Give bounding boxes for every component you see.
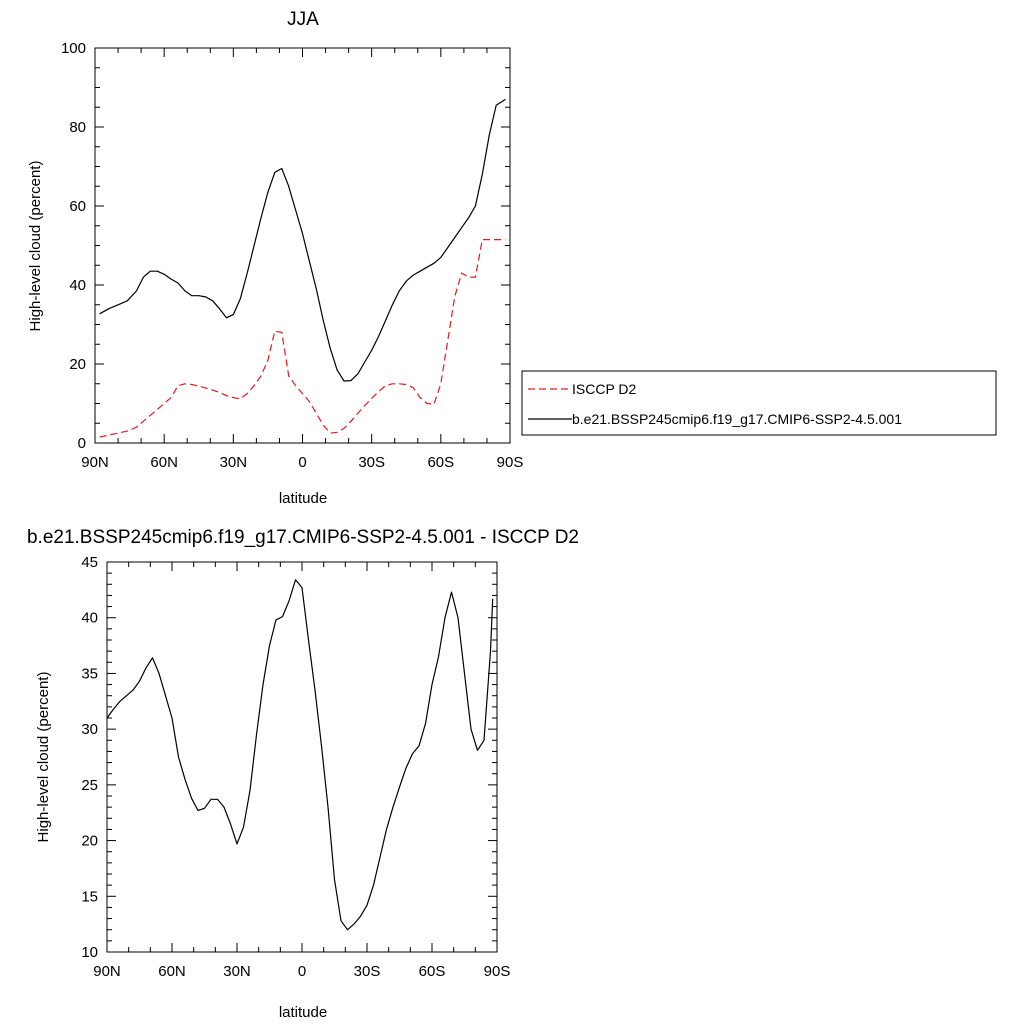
x-tick-label: 90N: [93, 963, 121, 980]
x-tick-label: 0: [298, 454, 306, 471]
y-tick-label: 40: [81, 610, 98, 627]
y-tick-label: 40: [69, 277, 86, 294]
x-tick-label: 90S: [497, 454, 524, 471]
bottom-plot-frame: [106, 561, 498, 953]
top-chart-title: JJA: [287, 9, 319, 30]
y-tick-label: 100: [61, 40, 86, 57]
x-tick-label: 60N: [158, 963, 186, 980]
bottom-series-group: [106, 579, 494, 931]
x-tick-label: 90N: [81, 454, 109, 471]
x-tick-label: 60S: [427, 454, 454, 471]
top-y-axis-label: High-level cloud (percent): [27, 161, 44, 332]
series-line-difference: [106, 579, 494, 931]
bottom-y-axis: 10 15 20 25 30 35 40 45: [81, 554, 497, 961]
y-tick-label: 0: [78, 435, 86, 452]
x-tick-label: 60N: [150, 454, 178, 471]
bottom-x-axis: 90N 60N 30N 0 30S 60S 90S: [93, 562, 510, 980]
top-series-group: [99, 98, 506, 438]
x-tick-label: 0: [298, 963, 306, 980]
legend-label-isccp-d2: ISCCP D2: [572, 381, 637, 397]
y-tick-label: 20: [81, 833, 98, 850]
x-tick-label: 90S: [484, 963, 511, 980]
series-line-model: [99, 98, 506, 382]
y-tick-label: 15: [81, 888, 98, 905]
top-x-axis-label: latitude: [279, 490, 327, 507]
y-tick-label: 35: [81, 665, 98, 682]
x-tick-label: 30S: [358, 454, 385, 471]
top-x-axis: 90N 60N 30N 0 30S 60S 90S: [81, 48, 523, 471]
x-tick-label: 30N: [220, 454, 248, 471]
y-tick-label: 25: [81, 777, 98, 794]
y-tick-label: 10: [81, 944, 98, 961]
y-tick-label: 30: [81, 721, 98, 738]
y-tick-label: 60: [69, 198, 86, 215]
top-y-axis: 0 20 40 60 80 100: [61, 40, 510, 452]
bottom-panel: b.e21.BSSP245cmip6.f19_g17.CMIP6-SSP2-4.…: [27, 527, 579, 1021]
y-tick-label: 45: [81, 554, 98, 571]
y-tick-label: 80: [69, 119, 86, 136]
y-tick-label: 20: [69, 356, 86, 373]
top-panel: JJA 0 20 40 60 80 100 90N 60N 30N 0 30S 60S 90S lat…: [27, 9, 997, 507]
bottom-y-axis-label: High-level cloud (percent): [35, 672, 52, 843]
legend-label-model: b.e21.BSSP245cmip6.f19_g17.CMIP6-SSP2-4.…: [572, 411, 902, 427]
bottom-x-axis-label: latitude: [279, 1004, 327, 1021]
x-tick-label: 60S: [419, 963, 446, 980]
x-tick-label: 30N: [223, 963, 251, 980]
x-tick-label: 30S: [354, 963, 381, 980]
legend-box: [521, 370, 997, 436]
series-line-isccp-d2: [99, 239, 506, 438]
bottom-chart-title: b.e21.BSSP245cmip6.f19_g17.CMIP6-SSP2-4.…: [27, 527, 579, 548]
legend: ISCCP D2 b.e21.BSSP245cmip6.f19_g17.CMIP…: [521, 370, 997, 436]
top-plot-frame: [94, 47, 511, 444]
